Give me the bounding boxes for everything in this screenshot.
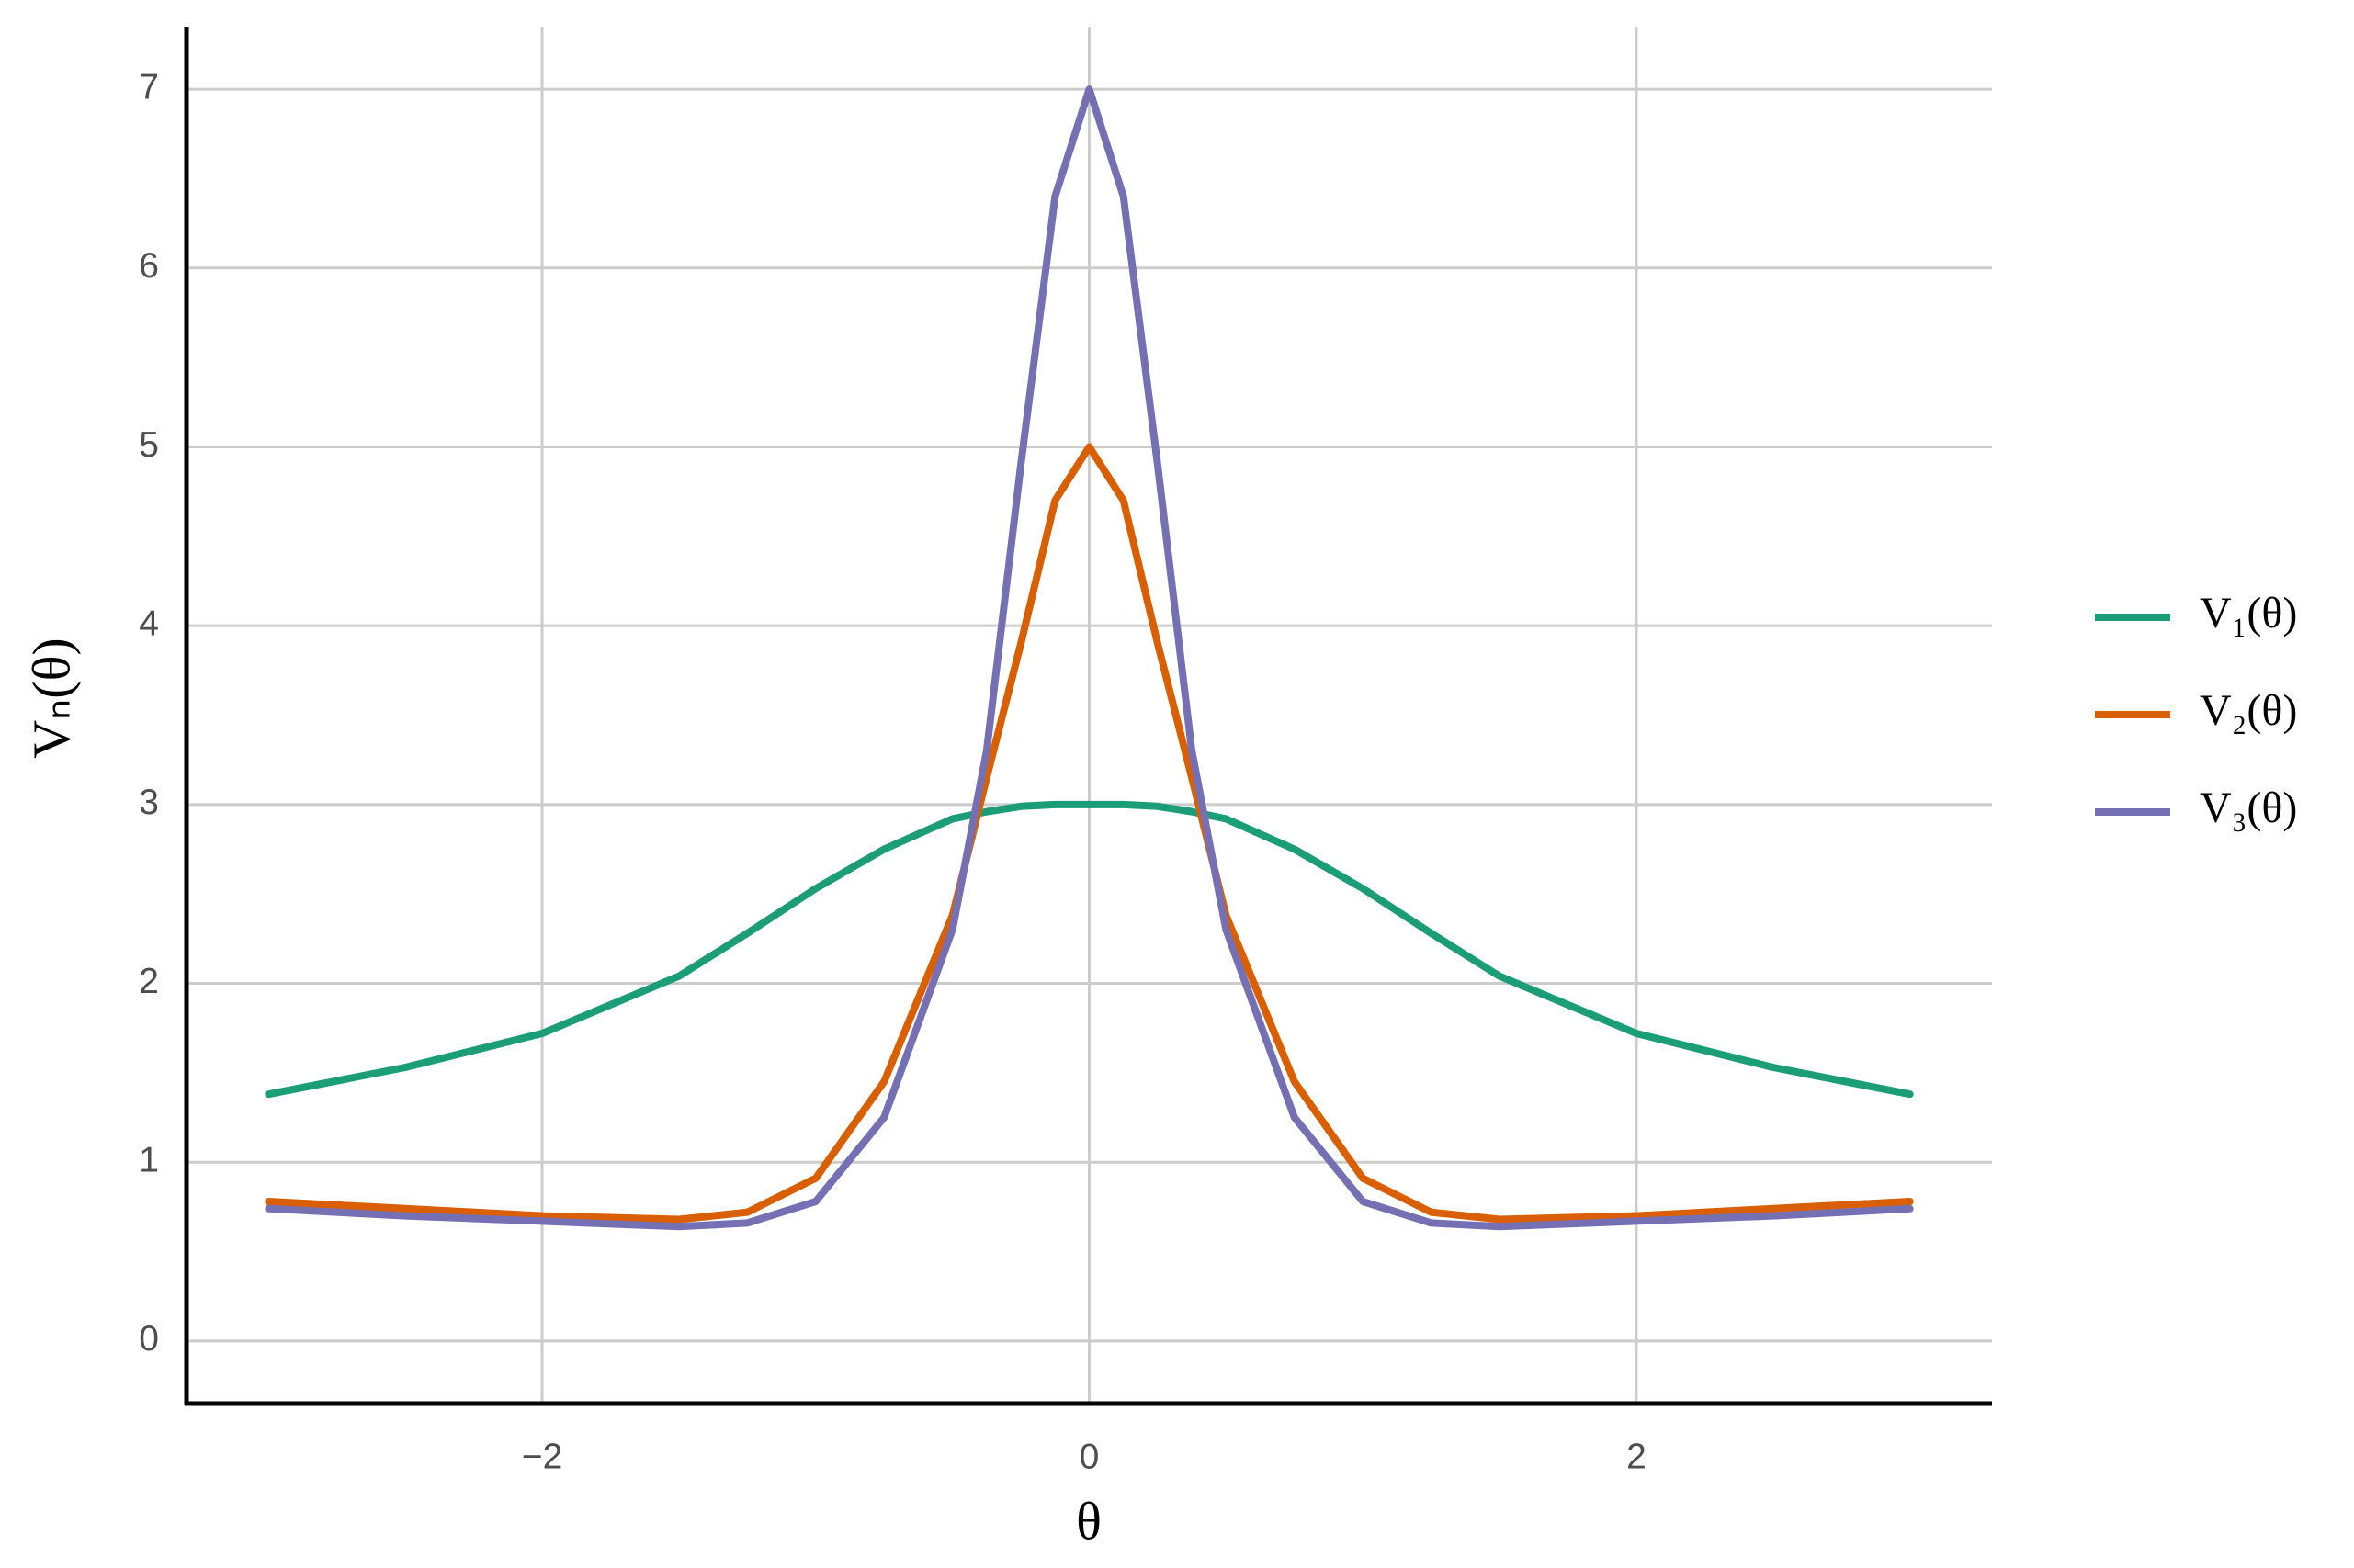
line [265, 443, 1914, 1224]
y-tick-label: 0 [139, 1319, 159, 1359]
x-tick-label: 2 [1626, 1437, 1647, 1476]
x-axis-title: θ [1076, 1491, 1102, 1551]
y-tick-label: 2 [139, 962, 159, 1001]
legend-label: V₂(θ) [2200, 686, 2297, 735]
y-tick-label: 7 [139, 67, 159, 107]
y-tick-label: 1 [139, 1140, 159, 1179]
y-tick-label: 4 [139, 604, 159, 643]
y-tick-label: 3 [139, 783, 159, 822]
y-tick-label: 5 [139, 425, 159, 465]
line [265, 800, 1914, 1099]
legend-label: V₁(θ) [2200, 589, 2297, 637]
y-axis-title: Vₙ(θ) [21, 637, 81, 758]
line [265, 85, 1914, 1231]
legend-label: V₃(θ) [2200, 784, 2297, 832]
x-tick-label: 0 [1080, 1437, 1100, 1476]
x-tick-label: −2 [522, 1437, 562, 1476]
y-tick-label: 6 [139, 246, 159, 286]
